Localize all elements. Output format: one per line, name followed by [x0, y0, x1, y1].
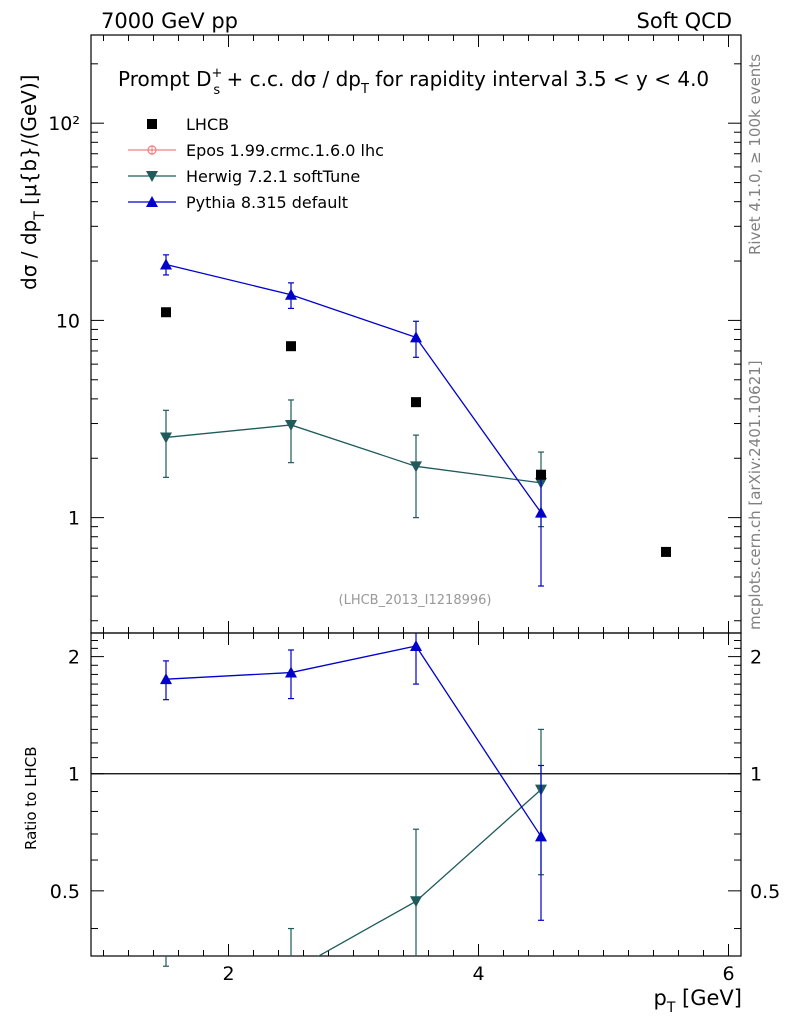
plot-title: Prompt D+ s + c.c. dσ / dpT for rapidity …: [118, 66, 709, 98]
ratio-herwig-point: [410, 896, 422, 908]
x-tick-label: 4: [472, 963, 484, 985]
analysis-watermark: (LHCB_2013_I1218996): [339, 593, 492, 608]
ratio-y-tick-label-left: 0.5: [50, 881, 80, 903]
main-herwig-point: [160, 432, 172, 444]
legend-label-pythia: Pythia 8.315 default: [186, 193, 348, 212]
legend-marker-pythia: [146, 196, 158, 207]
x-axis-label: pT [GeV]: [653, 986, 742, 1016]
ratio-y-axis-label: Ratio to LHCB: [22, 746, 40, 850]
x-tick-label: 6: [722, 963, 734, 985]
y-tick-label: 1: [68, 508, 80, 530]
main-herwig-line: [165, 424, 542, 484]
y-axis-label: dσ / dpT [μ{b}/(GeV)]: [17, 75, 48, 290]
ratio-y-tick-label-right: 1: [750, 764, 762, 786]
axis-ticks: [91, 35, 741, 956]
legend-marker-lhcb: [147, 119, 157, 129]
legend-item-pythia: Pythia 8.315 default: [128, 193, 348, 212]
main-series-layer: [160, 254, 671, 587]
legend-label-epos: Epos 1.99.crmc.1.6.0 lhc: [186, 141, 384, 160]
main-herwig-point: [285, 419, 297, 431]
legend-item-lhcb: LHCB: [147, 115, 229, 134]
header-right: Soft QCD: [637, 9, 732, 33]
rivet-label: Rivet 4.1.0, ≥ 100k events: [746, 54, 764, 255]
ratio-y-tick-label-right: 2: [750, 647, 762, 669]
header-left: 7000 GeV pp: [101, 9, 238, 33]
main-pythia-point: [410, 331, 422, 343]
main-pythia-point: [160, 258, 172, 270]
legend-item-herwig: Herwig 7.2.1 softTune: [128, 167, 360, 186]
main-lhcb-point: [286, 341, 296, 352]
ratio-herwig-line: [317, 789, 542, 956]
main-pythia-line: [165, 263, 542, 514]
y-tick-label: 10: [56, 310, 80, 332]
y-tick-label: 10²: [48, 113, 80, 135]
legend: LHCB Epos 1.99.crmc.1.6.0 lhc Herwig 7.2…: [128, 115, 384, 212]
ratio-pythia-point: [535, 830, 547, 842]
ratio-y-tick-label-left: 2: [68, 647, 80, 669]
main-lhcb-point: [661, 546, 671, 557]
ratio-y-tick-label-right: 0.5: [750, 881, 780, 903]
main-lhcb-point: [161, 307, 171, 318]
mcplots-label: mcplots.cern.ch [arXiv:2401.10621]: [746, 360, 764, 630]
ratio-pythia-line: [165, 645, 542, 837]
tick-labels: 2 4 6 1 10 10² 0.5 0.5 1 1 2 2: [48, 113, 780, 985]
main-pythia-point: [285, 288, 297, 300]
ratio-pythia-point: [285, 666, 297, 678]
ratio-pythia-point: [410, 639, 422, 651]
main-herwig-point: [410, 461, 422, 473]
legend-marker-herwig: [146, 171, 158, 182]
x-tick-label: 2: [222, 963, 234, 985]
ratio-y-tick-label-left: 1: [68, 764, 80, 786]
legend-label-herwig: Herwig 7.2.1 softTune: [186, 167, 360, 186]
ratio-series-layer: [160, 633, 547, 967]
legend-item-epos: Epos 1.99.crmc.1.6.0 lhc: [128, 141, 384, 160]
legend-label-lhcb: LHCB: [186, 115, 229, 134]
ratio-pythia-point: [160, 673, 172, 685]
main-lhcb-point: [411, 397, 421, 408]
main-lhcb-point: [536, 469, 546, 480]
main-pythia-point: [535, 506, 547, 518]
